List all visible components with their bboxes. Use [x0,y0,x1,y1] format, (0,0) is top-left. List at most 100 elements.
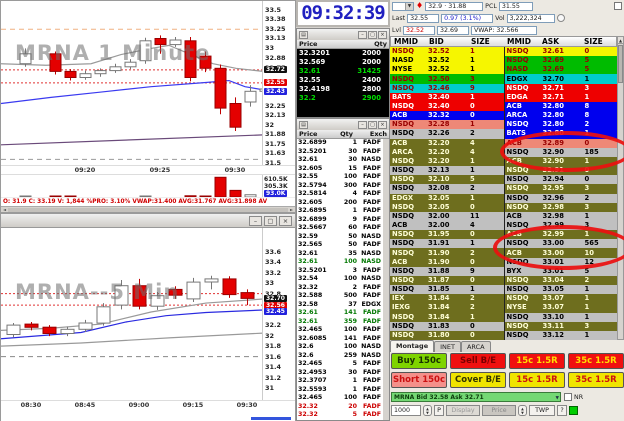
cover-b-e-button[interactable]: Cover B/E [450,372,506,388]
level2-row[interactable]: NSDQ 33.01 12 [504,257,617,267]
level2-row[interactable]: NSDQ 33.12 1 [504,330,617,340]
level2-row[interactable]: ACB 32.98 1 [504,211,617,221]
level2-row[interactable]: ACB 32.80 8 [504,101,617,112]
level2-row[interactable]: NSDQ 33.05 1 [504,285,617,295]
level2-row[interactable]: NSDQ 31.84 1 [390,312,504,322]
level2-row[interactable]: ACB 32.99 1 [504,230,617,240]
minimize-icon[interactable]: – [249,215,262,226]
buy-150c-button[interactable]: Buy 150c [391,353,447,369]
scroll-left-icon[interactable]: ◄ [2,207,7,212]
level2-row[interactable]: ACB 32.20 4 [390,138,504,148]
tab-montage[interactable]: Montage [390,340,435,352]
level2-row[interactable]: NSDQ 32.99 3 [504,220,617,231]
level2-row[interactable]: NSDQ 32.96 2 [504,193,617,203]
sell-b-e-button[interactable]: Sell B/E [450,353,506,369]
scroll-right-icon[interactable]: ► [289,207,294,212]
level2-row[interactable]: NSDQ 31.80 0 [390,330,504,340]
35c-1-5r-button[interactable]: 35c 1.5R [568,372,624,388]
close-icon[interactable]: × [378,30,387,39]
level2-row[interactable]: NYSE 33.07 1 [504,303,617,313]
level2-row[interactable]: ARCA 32.20 4 [390,147,504,157]
level2-row[interactable]: NSDQ 32.71 3 [504,83,617,93]
chart-5min-plot[interactable]: MRNA--5 Min 33.6 33.4 33.2 33 32.8 32.2 32 31.8… [1,228,295,400]
level2-row[interactable]: NSDQ 32.52 1 [390,47,504,57]
level2-row[interactable]: NSDQ 32.61 0 [504,47,617,57]
level2-row[interactable]: EDGX 32.05 1 [390,193,504,203]
minimize-icon[interactable]: – [358,120,367,129]
scrollbar-thumb[interactable] [618,45,623,83]
level2-row[interactable]: NSDQ 33.00 565 [504,239,617,249]
15c-1-5r-button[interactable]: 15c 1.5R [509,353,565,369]
level2-row[interactable]: NSDQ 32.50 3 [390,74,504,84]
level2-row[interactable]: NSDQ 32.05 0 [390,202,504,212]
maximize-icon[interactable]: ▢ [264,215,277,226]
level2-row[interactable]: NSDQ 31.88 9 [390,266,504,276]
35c-1-5r-button[interactable]: 35c 1.5R [568,353,624,369]
level2-row[interactable]: NSDQ 31.95 0 [390,230,504,240]
scroll-up-icon[interactable]: ▲ [618,37,623,44]
level2-row[interactable]: NSDQ 33.11 3 [504,321,617,331]
tab-arca[interactable]: ARCA [460,341,491,352]
timer-icon[interactable] [556,14,565,22]
level2-row[interactable]: NSDQ 33.07 1 [504,294,617,304]
level2-row[interactable]: NSDQ 32.28 1 [390,120,504,130]
level2-row[interactable]: NSDQ 32.13 1 [390,166,504,176]
level2-row[interactable]: NSDQ 32.90 185 [504,147,617,157]
top-checkbox[interactable] [614,2,622,10]
level2-row[interactable]: EDGA 32.71 1 [504,92,617,102]
level2-row[interactable]: NSDQ 31.91 1 [390,239,504,249]
level2-row[interactable]: EDGX 32.70 1 [504,74,617,84]
level2-row[interactable]: NSDQ 31.90 2 [390,248,504,258]
level2-row[interactable]: NSDQ 32.46 9 [390,83,504,93]
chevron-down-icon[interactable]: ▼ [555,396,559,401]
chart-1min-hscrollbar[interactable]: ◄ ► [1,206,295,212]
minimize-icon[interactable]: – [358,30,367,39]
level2-row[interactable]: NSDQ 32.10 5 [390,175,504,185]
ts-small-titlebar[interactable]: ▤ – ▢ × [297,29,389,40]
level2-row[interactable]: NSDQ 31.87 0 [390,275,504,286]
symbol-combo[interactable]: ▼ [392,1,414,11]
level2-row[interactable]: ACB 32.32 0 [390,111,504,121]
printer-icon[interactable]: ▤ [299,120,308,129]
maximize-icon[interactable]: ▢ [368,120,377,129]
level2-scrollbar[interactable]: ▲ [617,36,624,340]
level2-row[interactable]: NSDQ 32.08 2 [390,184,504,194]
level2-row[interactable]: NSDQ 32.40 0 [390,101,504,112]
level2-row[interactable]: NSDQ 32.26 2 [390,129,504,139]
quantity-input[interactable]: 1000 [391,405,421,416]
chart-1min-plot[interactable]: MRNA 1 Minute 33.5 33.38 33.25 33.13 33 32.88… [1,1,295,165]
level2-row[interactable]: IEX 31.84 2 [390,294,504,304]
level2-row[interactable]: BATS 32.40 1 [390,92,504,102]
level2-row[interactable]: NYSE 32.52 1 [390,65,504,75]
15c-1-5r-button[interactable]: 15c 1.5R [509,372,565,388]
chart-5min-titlebar[interactable]: – ▢ × [1,214,295,228]
printer-icon[interactable]: ▤ [299,30,308,39]
close-icon[interactable]: × [378,120,387,129]
level2-row[interactable]: ACB 33.00 10 [504,248,617,258]
level2-row[interactable]: NSDQ 31.83 0 [390,321,504,331]
short-150c-button[interactable]: Short 150c [391,372,447,388]
level2-row[interactable]: NSDQ 31.85 1 [390,285,504,295]
level2-row[interactable]: NSDQ 32.98 3 [504,202,617,212]
level2-row[interactable]: NASD 32.69 5 [504,65,617,75]
level2-row[interactable]: ARCA 32.80 8 [504,111,617,121]
route-button[interactable]: TWP [529,405,555,416]
level2-row[interactable]: ACB 32.89 0 [504,138,617,148]
level2-row[interactable]: NSDQ 32.69 5 [504,56,617,66]
level2-row[interactable]: IEXG 31.84 2 [390,303,504,313]
level2-row[interactable]: BYX 33.01 5 [504,266,617,276]
price-stepper[interactable]: ▲ ▼ [518,405,527,416]
level2-row[interactable]: NSDQ 32.80 2 [504,120,617,130]
close-icon[interactable]: × [279,215,292,226]
level2-row[interactable]: NSDQ 32.00 11 [390,211,504,221]
level2-row[interactable]: NASD 32.52 1 [390,56,504,66]
ts-main-titlebar[interactable]: ▤ – ▢ × [297,119,389,130]
maximize-icon[interactable]: ▢ [368,30,377,39]
level2-row[interactable]: NSDQ 33.04 2 [504,275,617,286]
p-button[interactable]: P [434,405,444,416]
level2-row[interactable]: ACB 32.90 1 [504,156,617,167]
level2-row[interactable]: NSDQ 32.95 3 [504,184,617,194]
nr-checkbox[interactable] [564,393,572,401]
level2-row[interactable]: NSDQ 32.94 0 [504,175,617,185]
level2-row[interactable]: BATS 32.80 1 [504,129,617,139]
